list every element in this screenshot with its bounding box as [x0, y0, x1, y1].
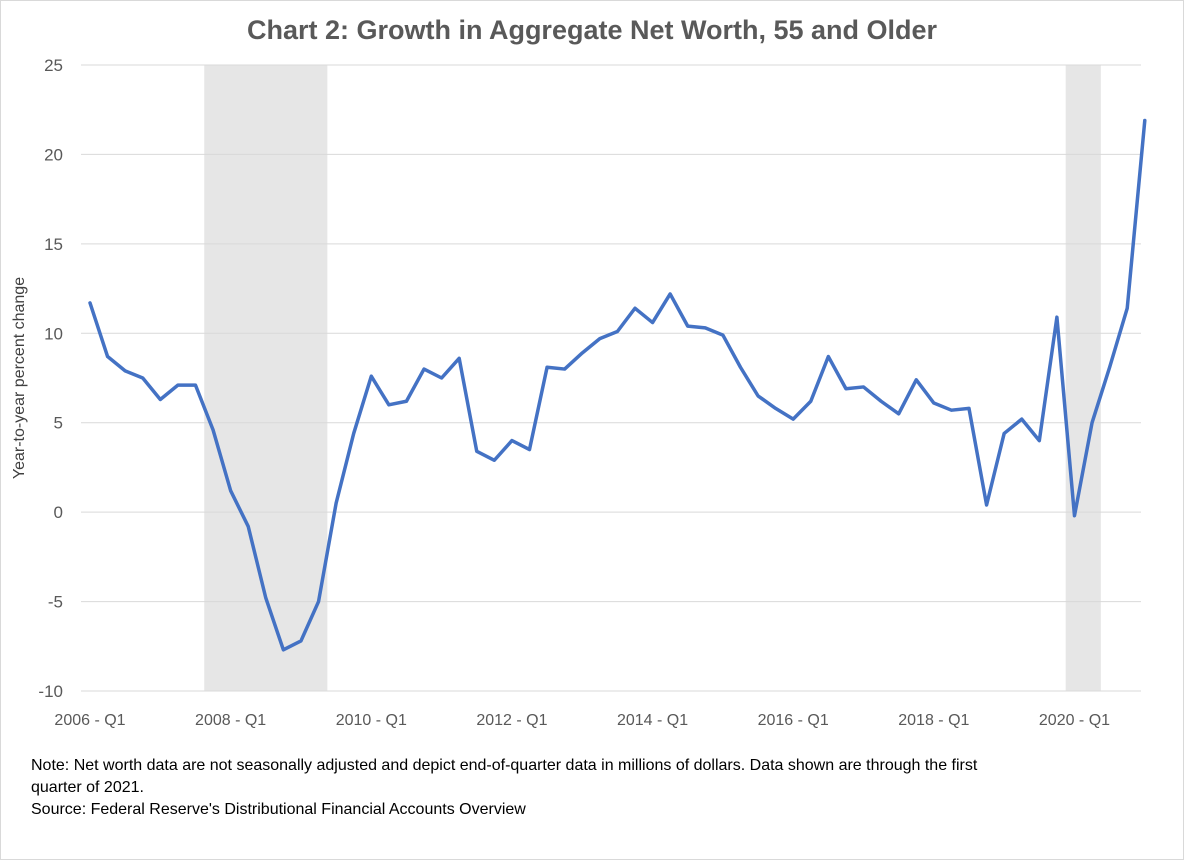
y-tick-label: -5 [48, 593, 63, 612]
chart-notes: Note: Net worth data are not seasonally … [31, 755, 1141, 821]
x-tick-label: 2012 - Q1 [476, 712, 547, 729]
recession-band-1 [1065, 65, 1101, 691]
x-tick-label: 2006 - Q1 [54, 712, 125, 729]
x-tick-label: 2018 - Q1 [898, 712, 969, 729]
x-axis-ticks: 2006 - Q1 2008 - Q1 2010 - Q1 2012 - Q1 2014… [54, 712, 1110, 729]
recession-band-0 [204, 65, 328, 691]
x-tick-label: 2016 - Q1 [758, 712, 829, 729]
x-tick-label: 2020 - Q1 [1039, 712, 1110, 729]
x-tick-label: 2010 - Q1 [336, 712, 407, 729]
y-tick-label: 0 [54, 503, 63, 522]
x-tick-label: 2008 - Q1 [195, 712, 266, 729]
series-line-0 [88, 118, 1147, 652]
source-text: Source: Federal Reserve's Distributional… [31, 801, 526, 818]
note-text-line1: Note: Net worth data are not seasonally … [31, 757, 978, 774]
y-tick-label: 25 [44, 56, 63, 75]
note-text-line2: quarter of 2021. [31, 779, 144, 796]
y-tick-label: 10 [44, 324, 63, 343]
gridlines [81, 64, 1141, 692]
chart-title: Chart 2: Growth in Aggregate Net Worth, … [246, 15, 938, 45]
recession-shading-layer [204, 65, 1101, 691]
y-axis-ticks: -10 -5 0 5 10 15 20 25 [38, 56, 63, 701]
y-axis-label: Year-to-year percent change [11, 277, 28, 479]
y-tick-label: -10 [38, 682, 63, 701]
y-tick-label: 20 [44, 145, 63, 164]
x-tick-label: 2014 - Q1 [617, 712, 688, 729]
y-tick-label: 15 [44, 235, 63, 254]
series-layer [88, 118, 1147, 652]
y-tick-label: 5 [54, 414, 63, 433]
